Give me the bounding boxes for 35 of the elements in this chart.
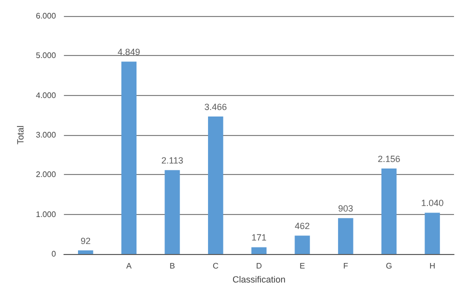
bar	[164, 170, 180, 254]
data-label: 903	[338, 204, 354, 214]
x-tick-label: G	[386, 262, 392, 270]
bar	[381, 168, 397, 254]
x-tick-label: D	[256, 262, 262, 270]
bar	[338, 218, 354, 254]
bar	[294, 236, 310, 254]
y-tick-label: 2.000	[36, 170, 56, 180]
x-tick-label: C	[212, 262, 219, 270]
y-tick-label: 3.000	[36, 130, 56, 140]
data-label: 1.040	[421, 198, 444, 208]
x-tick-label: E	[300, 262, 305, 270]
data-label: 3.466	[204, 102, 227, 112]
y-axis-title: Total	[16, 125, 26, 145]
bar	[424, 212, 440, 254]
y-tick-label: 6.000	[36, 12, 56, 20]
data-label: 4.849	[118, 47, 140, 58]
x-tick-label: H	[429, 262, 436, 270]
bar	[251, 247, 267, 254]
x-tick-label: A	[126, 262, 132, 270]
data-label: 2.156	[378, 154, 400, 164]
y-tick-label: 4.000	[36, 90, 56, 100]
data-label: 2.113	[161, 156, 184, 166]
y-tick-label: 1.000	[36, 210, 56, 219]
data-label: 171	[251, 232, 266, 243]
bar	[78, 250, 94, 254]
x-tick-label: B	[170, 262, 175, 270]
x-axis-title: Classification	[232, 274, 286, 284]
y-tick-label: 5.000	[36, 51, 56, 60]
bar	[208, 116, 224, 254]
bar	[121, 62, 137, 254]
x-tick-label: F	[343, 262, 348, 270]
data-label: 462	[294, 221, 310, 232]
y-tick-label: 0	[51, 250, 56, 258]
data-label: 92	[80, 236, 91, 246]
